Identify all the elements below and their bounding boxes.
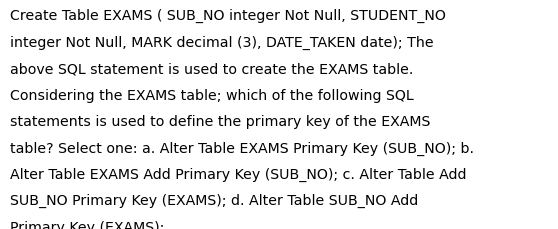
Text: SUB_NO Primary Key (EXAMS); d. Alter Table SUB_NO Add: SUB_NO Primary Key (EXAMS); d. Alter Tab… bbox=[10, 194, 418, 207]
Text: integer Not Null, MARK decimal (3), DATE_TAKEN date); The: integer Not Null, MARK decimal (3), DATE… bbox=[10, 35, 434, 49]
Text: statements is used to define the primary key of the EXAMS: statements is used to define the primary… bbox=[10, 114, 430, 128]
Text: Considering the EXAMS table; which of the following SQL: Considering the EXAMS table; which of th… bbox=[10, 88, 413, 102]
Text: table? Select one: a. Alter Table EXAMS Primary Key (SUB_NO); b.: table? Select one: a. Alter Table EXAMS … bbox=[10, 141, 474, 155]
Text: Alter Table EXAMS Add Primary Key (SUB_NO); c. Alter Table Add: Alter Table EXAMS Add Primary Key (SUB_N… bbox=[10, 167, 466, 181]
Text: Primary Key (EXAMS);: Primary Key (EXAMS); bbox=[10, 220, 165, 229]
Text: above SQL statement is used to create the EXAMS table.: above SQL statement is used to create th… bbox=[10, 62, 413, 76]
Text: Create Table EXAMS ( SUB_NO integer Not Null, STUDENT_NO: Create Table EXAMS ( SUB_NO integer Not … bbox=[10, 9, 446, 23]
